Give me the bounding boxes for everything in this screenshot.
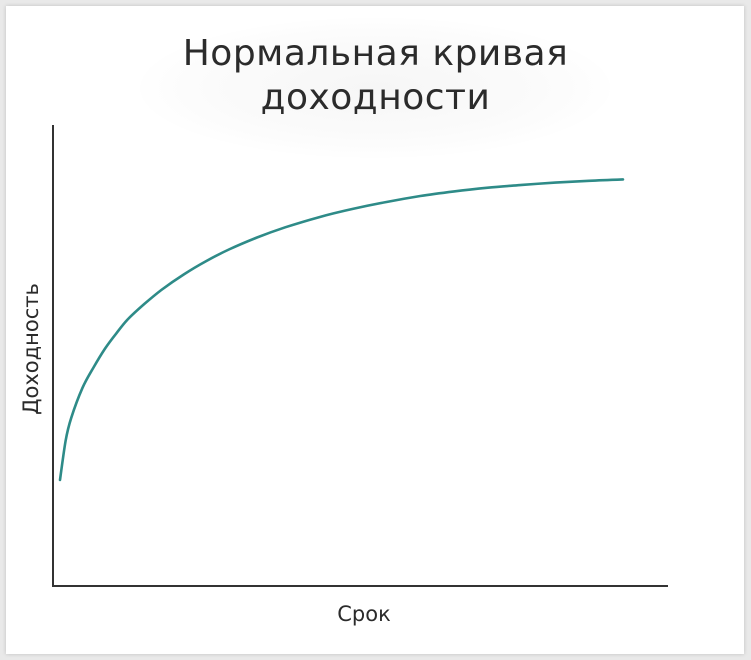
title-glow: [140, 18, 610, 158]
chart-title-line-1: Нормальная кривая: [182, 33, 569, 74]
yield-curve-line: [58, 178, 625, 482]
x-axis-label: Срок: [337, 602, 391, 626]
y-axis-label: Доходность: [19, 283, 43, 415]
chart-title-line-2: доходности: [260, 77, 491, 118]
chart-title: Нормальная кривая доходности: [0, 32, 751, 120]
